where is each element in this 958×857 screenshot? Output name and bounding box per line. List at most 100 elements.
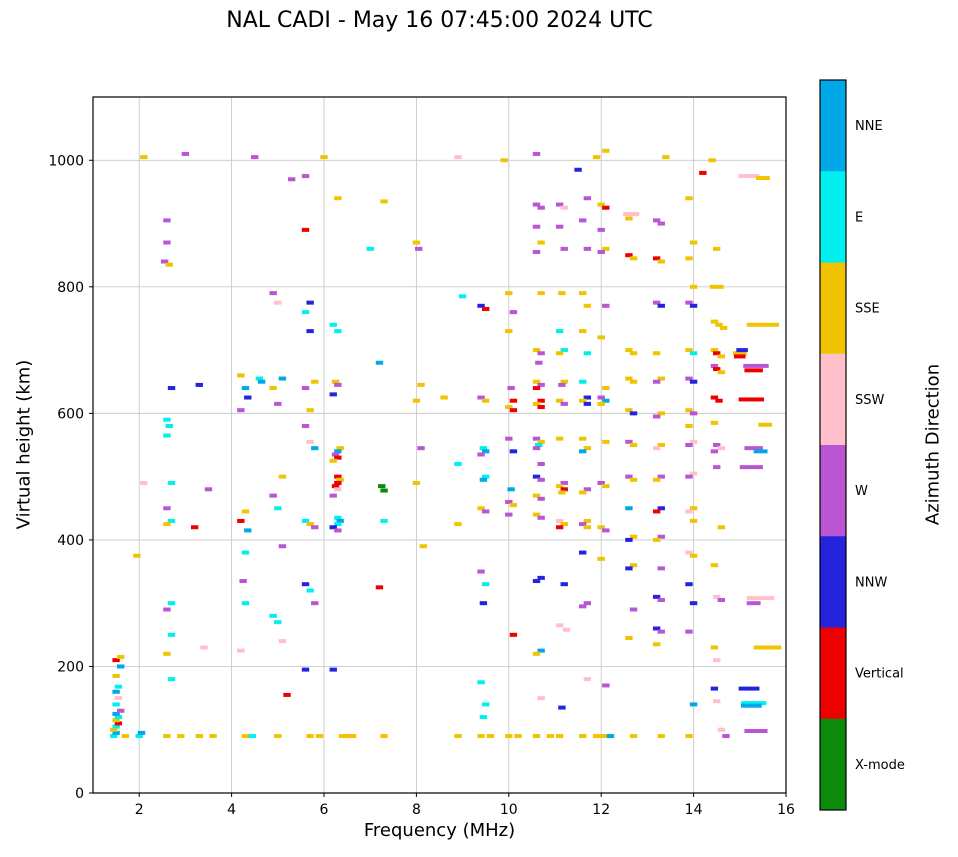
data-point bbox=[558, 705, 566, 710]
data-point bbox=[110, 727, 118, 732]
data-point bbox=[477, 569, 485, 574]
data-point bbox=[652, 300, 661, 305]
data-point bbox=[579, 449, 587, 454]
data-point bbox=[479, 477, 488, 482]
data-point bbox=[579, 291, 587, 296]
data-point bbox=[112, 711, 120, 716]
data-point bbox=[532, 579, 541, 584]
data-point bbox=[537, 515, 545, 520]
colorbar-segment bbox=[820, 536, 846, 628]
data-point bbox=[165, 262, 173, 267]
data-point bbox=[713, 443, 721, 447]
data-point bbox=[623, 212, 640, 217]
data-point bbox=[200, 645, 208, 650]
data-point bbox=[505, 499, 513, 504]
data-point bbox=[334, 455, 342, 460]
data-point bbox=[165, 424, 173, 429]
data-point bbox=[625, 537, 633, 542]
data-point bbox=[537, 240, 545, 245]
data-point bbox=[560, 205, 568, 210]
data-point bbox=[532, 202, 541, 207]
data-point bbox=[558, 291, 566, 296]
data-point bbox=[738, 686, 760, 691]
data-point bbox=[555, 202, 564, 207]
colorbar-segment bbox=[820, 80, 846, 172]
data-point bbox=[454, 734, 462, 739]
data-point bbox=[331, 484, 340, 489]
data-point bbox=[657, 443, 665, 447]
data-point bbox=[689, 351, 698, 356]
data-point bbox=[652, 594, 661, 599]
data-point bbox=[583, 446, 592, 451]
data-point bbox=[753, 645, 782, 650]
data-point bbox=[597, 401, 605, 406]
data-point bbox=[583, 601, 592, 606]
data-point bbox=[629, 256, 638, 261]
data-point bbox=[629, 443, 638, 447]
data-point bbox=[329, 493, 337, 498]
data-point bbox=[717, 446, 726, 451]
data-point bbox=[597, 395, 605, 400]
data-point bbox=[657, 566, 665, 571]
data-point bbox=[689, 411, 698, 416]
data-point bbox=[338, 734, 347, 739]
data-point bbox=[652, 477, 661, 482]
data-point bbox=[713, 367, 721, 372]
colorbar-segment bbox=[820, 445, 846, 537]
data-point bbox=[306, 522, 314, 527]
data-point bbox=[163, 651, 171, 656]
data-point bbox=[560, 522, 568, 527]
data-point bbox=[579, 218, 587, 223]
data-point bbox=[440, 395, 448, 400]
data-point bbox=[301, 310, 310, 315]
data-point bbox=[160, 259, 169, 264]
data-point bbox=[685, 509, 693, 514]
data-point bbox=[532, 401, 541, 406]
data-point bbox=[334, 449, 342, 454]
data-point bbox=[625, 376, 633, 381]
data-point bbox=[380, 488, 388, 493]
data-point bbox=[717, 727, 726, 732]
data-point bbox=[583, 487, 592, 492]
data-point bbox=[685, 443, 693, 447]
data-point bbox=[181, 151, 190, 156]
data-point bbox=[602, 386, 610, 391]
data-point bbox=[532, 651, 541, 656]
data-point bbox=[269, 386, 277, 391]
data-point bbox=[732, 351, 747, 356]
colorbar-segment bbox=[820, 627, 846, 720]
data-point bbox=[114, 721, 123, 726]
data-point bbox=[479, 446, 488, 451]
y-tick-label: 1000 bbox=[48, 153, 84, 169]
data-point bbox=[717, 354, 726, 359]
data-point bbox=[505, 512, 513, 517]
data-point bbox=[689, 303, 698, 308]
data-point bbox=[477, 506, 485, 511]
data-point bbox=[239, 579, 247, 584]
data-point bbox=[710, 395, 719, 400]
data-point bbox=[685, 550, 693, 555]
data-point bbox=[112, 658, 120, 663]
colorbar-segment bbox=[820, 353, 846, 446]
data-point bbox=[685, 629, 693, 634]
data-point bbox=[734, 354, 746, 359]
data-point bbox=[532, 734, 541, 739]
data-point bbox=[657, 221, 665, 226]
data-point bbox=[558, 490, 566, 495]
data-point bbox=[579, 522, 587, 527]
data-point bbox=[743, 363, 769, 368]
data-point bbox=[602, 683, 610, 688]
data-point bbox=[412, 398, 421, 403]
data-point bbox=[301, 667, 310, 672]
data-point bbox=[117, 664, 125, 669]
data-point bbox=[579, 329, 587, 334]
colorbar-category-label: Vertical bbox=[855, 667, 904, 682]
data-point bbox=[163, 506, 171, 511]
data-point bbox=[579, 604, 587, 609]
data-point bbox=[629, 411, 638, 416]
data-point bbox=[167, 632, 176, 637]
data-point bbox=[195, 382, 203, 387]
data-point bbox=[505, 436, 513, 441]
data-point bbox=[114, 715, 123, 720]
data-point bbox=[454, 461, 462, 466]
